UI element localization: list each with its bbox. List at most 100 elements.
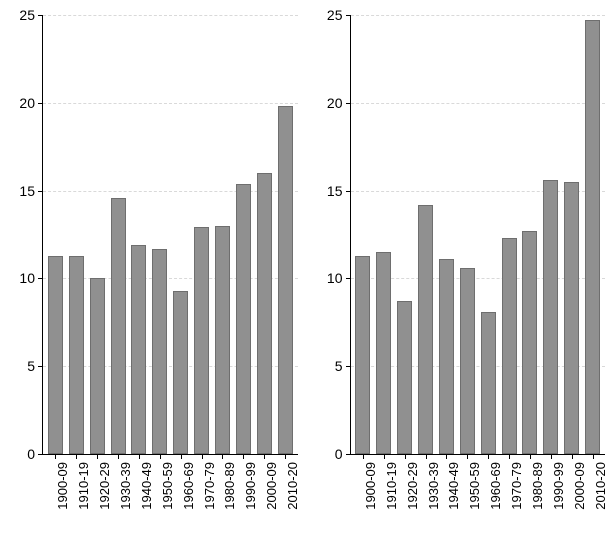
ytick-label: 10 xyxy=(19,270,43,286)
bar-slot: 2000-09 xyxy=(254,15,275,454)
xtick-mark xyxy=(467,454,468,459)
xtick-mark xyxy=(139,454,140,459)
bar-slot: 1990-99 xyxy=(233,15,254,454)
xtick-label: 2000-09 xyxy=(572,462,587,510)
xtick-label: 1980-89 xyxy=(222,462,237,510)
xtick-label: 2010-20 xyxy=(285,462,300,510)
bar xyxy=(397,301,412,454)
bar-slot: 1960-69 xyxy=(170,15,191,454)
bar-slot: 1940-49 xyxy=(436,15,457,454)
bar-slot: 1990-99 xyxy=(540,15,561,454)
ytick-label: 25 xyxy=(19,7,43,23)
xtick-mark xyxy=(593,454,594,459)
xtick-mark xyxy=(243,454,244,459)
bar-slot: 1920-29 xyxy=(87,15,108,454)
bar xyxy=(522,231,537,454)
xtick-mark xyxy=(118,454,119,459)
bars-group: 1900-091910-191920-291930-391940-491950-… xyxy=(43,15,298,454)
bar-slot: 1930-39 xyxy=(108,15,129,454)
ytick-label: 15 xyxy=(19,183,43,199)
xtick-label: 1900-09 xyxy=(363,462,378,510)
xtick-label: 1900-09 xyxy=(55,462,70,510)
bar xyxy=(355,256,370,454)
ytick-label: 20 xyxy=(19,95,43,111)
bar xyxy=(278,106,293,454)
bar xyxy=(173,291,188,454)
xtick-mark xyxy=(530,454,531,459)
ytick-label: 0 xyxy=(27,446,43,462)
panel-left: 05101520251900-091910-191920-291930-3919… xyxy=(0,0,308,540)
ytick-label: 20 xyxy=(327,95,351,111)
xtick-label: 1930-39 xyxy=(426,462,441,510)
xtick-label: 1960-69 xyxy=(181,462,196,510)
xtick-mark xyxy=(264,454,265,459)
bar xyxy=(90,278,105,454)
bar xyxy=(194,227,209,454)
chart-container: 05101520251900-091910-191920-291930-3919… xyxy=(0,0,615,540)
xtick-label: 1910-19 xyxy=(76,462,91,510)
ytick-label: 25 xyxy=(327,7,351,23)
bar xyxy=(152,249,167,454)
bar-slot: 2010-20 xyxy=(275,15,296,454)
bars-group: 1900-091910-191920-291930-391940-491950-… xyxy=(351,15,606,454)
xtick-label: 1930-39 xyxy=(118,462,133,510)
xtick-label: 1920-29 xyxy=(405,462,420,510)
xtick-mark xyxy=(446,454,447,459)
bar-slot: 1910-19 xyxy=(373,15,394,454)
bar xyxy=(131,245,146,454)
xtick-mark xyxy=(181,454,182,459)
plot-area-right: 05101520251900-091910-191920-291930-3919… xyxy=(350,15,606,455)
xtick-label: 1980-89 xyxy=(530,462,545,510)
xtick-mark xyxy=(488,454,489,459)
xtick-mark xyxy=(572,454,573,459)
bar xyxy=(236,184,251,454)
bar xyxy=(564,182,579,454)
xtick-mark xyxy=(285,454,286,459)
xtick-label: 1950-59 xyxy=(467,462,482,510)
bar-slot: 1980-89 xyxy=(520,15,541,454)
xtick-mark xyxy=(222,454,223,459)
bar-slot: 1980-89 xyxy=(212,15,233,454)
xtick-mark xyxy=(426,454,427,459)
bar xyxy=(111,198,126,454)
bar-slot: 1970-79 xyxy=(499,15,520,454)
bar-slot: 1930-39 xyxy=(415,15,436,454)
xtick-mark xyxy=(97,454,98,459)
xtick-label: 1940-49 xyxy=(139,462,154,510)
xtick-mark xyxy=(76,454,77,459)
bar-slot: 1910-19 xyxy=(66,15,87,454)
bar-slot: 1900-09 xyxy=(353,15,374,454)
xtick-label: 1990-99 xyxy=(243,462,258,510)
ytick-label: 5 xyxy=(27,358,43,374)
bar xyxy=(439,259,454,454)
bar-slot: 1940-49 xyxy=(129,15,150,454)
bar-slot: 1920-29 xyxy=(394,15,415,454)
bar xyxy=(69,256,84,454)
xtick-label: 2010-20 xyxy=(593,462,608,510)
ytick-label: 0 xyxy=(335,446,351,462)
xtick-mark xyxy=(551,454,552,459)
bar xyxy=(543,180,558,454)
plot-area-left: 05101520251900-091910-191920-291930-3919… xyxy=(42,15,298,455)
bar xyxy=(215,226,230,454)
xtick-mark xyxy=(202,454,203,459)
xtick-label: 1990-99 xyxy=(551,462,566,510)
ytick-label: 10 xyxy=(327,270,351,286)
bar xyxy=(460,268,475,454)
bar xyxy=(48,256,63,454)
xtick-label: 1970-79 xyxy=(202,462,217,510)
bar-slot: 2000-09 xyxy=(561,15,582,454)
bar xyxy=(481,312,496,454)
xtick-mark xyxy=(363,454,364,459)
ytick-label: 15 xyxy=(327,183,351,199)
xtick-mark xyxy=(405,454,406,459)
xtick-label: 2000-09 xyxy=(264,462,279,510)
bar-slot: 1960-69 xyxy=(478,15,499,454)
bar-slot: 2010-20 xyxy=(582,15,603,454)
bar xyxy=(257,173,272,454)
xtick-label: 1920-29 xyxy=(97,462,112,510)
panel-right: 05101520251900-091910-191920-291930-3919… xyxy=(308,0,615,540)
bar xyxy=(502,238,517,454)
bar-slot: 1950-59 xyxy=(457,15,478,454)
xtick-label: 1970-79 xyxy=(509,462,524,510)
